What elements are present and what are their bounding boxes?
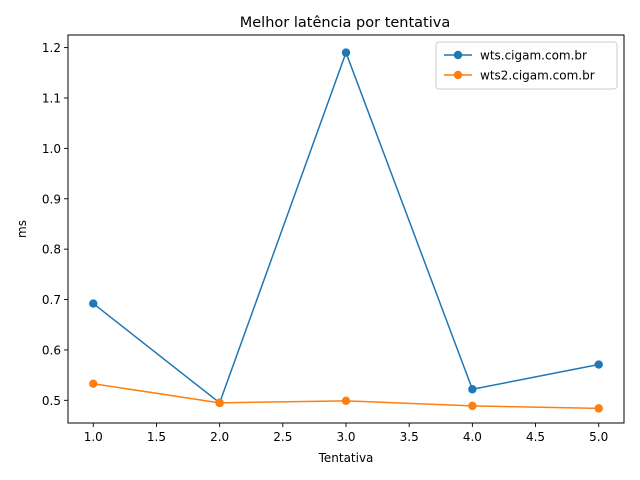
y-tick-label: 0.9 <box>42 192 61 206</box>
data-point <box>594 360 603 369</box>
y-tick-label: 1.0 <box>42 142 61 156</box>
legend-label: wts.cigam.com.br <box>480 49 587 63</box>
legend-marker <box>453 50 463 60</box>
legend-item: wts.cigam.com.br <box>444 49 587 63</box>
x-tick-label: 4.0 <box>463 430 482 444</box>
x-tick-label: 3.5 <box>400 430 419 444</box>
legend-label: wts2.cigam.com.br <box>480 69 595 83</box>
y-axis-label: ms <box>15 220 29 238</box>
legend-item: wts2.cigam.com.br <box>444 69 595 83</box>
data-point <box>468 385 477 394</box>
y-tick-label: 0.8 <box>42 243 61 257</box>
legend-marker <box>453 70 463 80</box>
y-tick-label: 0.6 <box>42 343 61 357</box>
data-point <box>341 48 351 57</box>
x-tick-label: 4.5 <box>526 430 545 444</box>
data-point <box>594 404 603 413</box>
x-tick-label: 3.0 <box>336 430 355 444</box>
data-point <box>468 401 477 411</box>
x-tick-label: 1.0 <box>84 430 103 444</box>
x-tick-label: 1.5 <box>147 430 166 444</box>
plot-area <box>89 48 603 413</box>
chart-title: Melhor latência por tentativa <box>240 15 451 31</box>
series-line <box>92 51 599 404</box>
x-axis: 1.0 1.5 2.0 2.5 3.0 3.5 4.0 4.5 5.0 <box>84 423 608 444</box>
data-point <box>89 379 98 388</box>
x-tick-label: 2.0 <box>210 430 229 444</box>
plot-frame <box>67 34 625 424</box>
y-tick-label: 0.7 <box>42 293 61 307</box>
data-point <box>89 299 98 308</box>
y-tick-label: 0.5 <box>42 394 61 408</box>
data-point <box>215 398 224 408</box>
series-1 <box>89 48 603 408</box>
x-tick-label: 2.5 <box>273 430 292 444</box>
legend: wts.cigam.com.br wts2.cigam.com.br <box>435 41 618 90</box>
y-tick-label: 1.2 <box>42 41 61 55</box>
series-2 <box>89 379 603 413</box>
y-tick-label: 1.1 <box>42 91 61 105</box>
data-point <box>341 396 351 406</box>
y-axis: 0.5 0.6 0.7 0.8 0.9 1.0 1.1 1.2 <box>42 41 68 408</box>
x-tick-label: 5.0 <box>589 430 608 444</box>
legend-box <box>435 41 618 90</box>
x-axis-label: Tentativa <box>318 451 374 465</box>
